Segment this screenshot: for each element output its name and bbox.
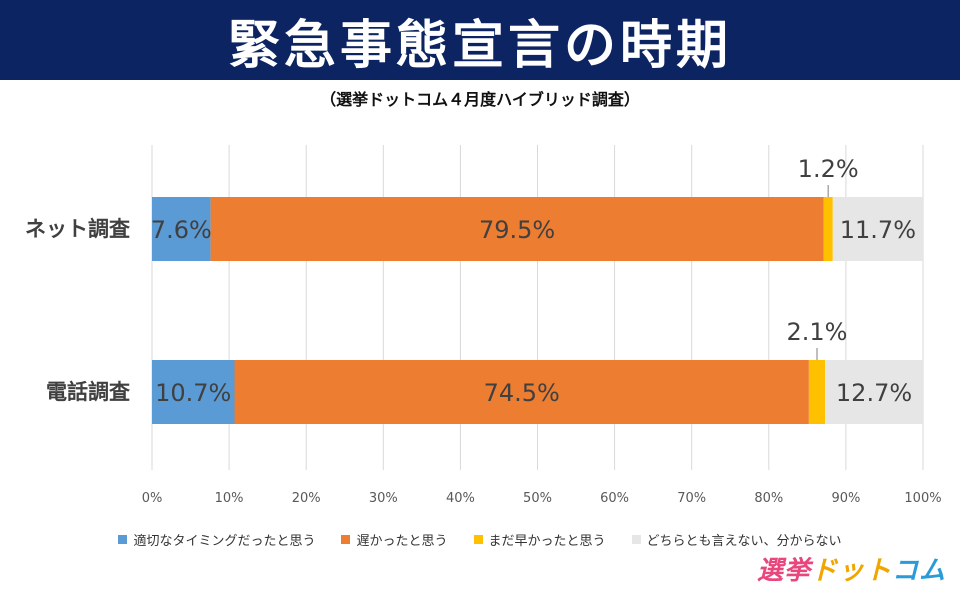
- chart-title: 緊急事態宣言の時期: [227, 15, 732, 76]
- legend-label: 遅かったと思う: [356, 534, 448, 549]
- bar-segment: [152, 360, 235, 424]
- legend-swatch: [631, 535, 641, 544]
- data-label: 1.2%: [798, 155, 859, 183]
- legend-swatch: [473, 535, 483, 544]
- x-tick-label: 60%: [600, 491, 629, 506]
- x-tick-label: 70%: [677, 491, 706, 506]
- category-label: ネット調査: [25, 217, 130, 241]
- logo-part-1: 選挙: [756, 556, 811, 586]
- bar-segment: [234, 360, 809, 424]
- chart-subtitle: （選挙ドットコム４月度ハイブリッド調査）: [320, 90, 640, 109]
- bar-segment: [210, 197, 824, 261]
- site-logo: 選挙ドットコム: [757, 550, 946, 587]
- legend-swatch: [118, 535, 128, 544]
- x-tick-label: 100%: [904, 491, 941, 506]
- legend-swatch: [341, 535, 351, 544]
- bar-segment: [832, 197, 923, 261]
- legend-label: まだ早かったと思う: [488, 534, 606, 549]
- data-label: 12.7%: [836, 379, 912, 407]
- legend: 適切なタイミングだったと思う 遅かったと思う まだ早かったと思う どちらとも言えない、…: [0, 530, 960, 549]
- x-tick-label: 80%: [754, 491, 783, 506]
- title-banner: 緊急事態宣言の時期: [0, 0, 960, 80]
- x-tick-label: 0%: [142, 491, 163, 506]
- legend-item: まだ早かったと思う: [473, 530, 606, 549]
- legend-label: 適切なタイミングだったと思う: [133, 534, 316, 549]
- x-tick-label: 10%: [215, 491, 244, 506]
- x-tick-label: 30%: [369, 491, 398, 506]
- data-label: 2.1%: [786, 318, 847, 346]
- data-label: 79.5%: [479, 216, 555, 244]
- bar-segment: [823, 197, 833, 261]
- category-label: 電話調査: [46, 380, 130, 404]
- legend-item: 遅かったと思う: [341, 530, 448, 549]
- bar-segment: [825, 360, 923, 424]
- data-label: 74.5%: [484, 379, 560, 407]
- bar-segment: [152, 197, 211, 261]
- data-label: 7.6%: [151, 216, 212, 244]
- x-tick-label: 40%: [446, 491, 475, 506]
- legend-label: どちらとも言えない、分からない: [646, 534, 842, 549]
- logo-part-2: ドット: [810, 556, 892, 586]
- x-tick-label: 50%: [523, 491, 552, 506]
- bar-segment: [808, 360, 826, 424]
- legend-item: 適切なタイミングだったと思う: [118, 530, 315, 549]
- x-tick-label: 20%: [292, 491, 321, 506]
- data-label: 10.7%: [155, 379, 231, 407]
- legend-item: どちらとも言えない、分からない: [631, 530, 842, 549]
- x-tick-label: 90%: [831, 491, 860, 506]
- data-label: 11.7%: [840, 216, 916, 244]
- logo-part-3: コム: [891, 556, 946, 586]
